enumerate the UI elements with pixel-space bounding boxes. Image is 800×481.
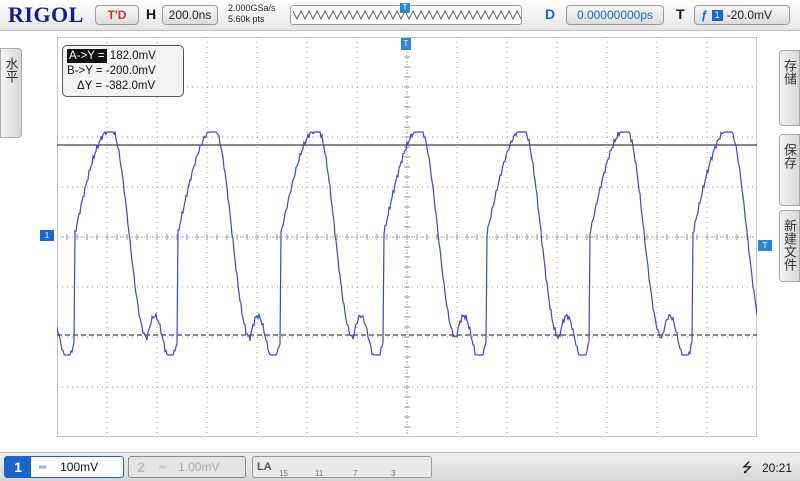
trigger-level: -20.0mV bbox=[726, 8, 773, 22]
ch1-waveform bbox=[57, 130, 757, 356]
save-label: 保存 bbox=[782, 143, 797, 169]
save-button[interactable]: 保存 bbox=[779, 134, 800, 206]
clock-area: ⭍ 20:21 bbox=[742, 459, 792, 481]
ch1-offset-marker[interactable]: 1 bbox=[40, 230, 54, 241]
cursor-b-value: -200.0mV bbox=[105, 65, 156, 77]
new-file-label: 新建文件 bbox=[782, 219, 797, 271]
rising-edge-icon: ƒ bbox=[701, 8, 708, 22]
cursor-delta-row: ΔY = -382.0mV bbox=[77, 79, 155, 93]
la-channel-number: 7 bbox=[353, 469, 358, 478]
bottom-status-bar: 1 ═ 100mV 2 ═ 1.00mV LA 15 11 7 3 ⭍ 20:2… bbox=[0, 452, 800, 481]
top-status-bar: RIGOL T'D H 200.0ns 2.000GSa/s 5.60k pts… bbox=[0, 0, 800, 31]
memory-waveform-icon bbox=[293, 10, 521, 20]
new-file-button[interactable]: 新建文件 bbox=[779, 210, 800, 282]
memory-points: 5.60k pts bbox=[228, 14, 265, 24]
cursor-a-label: A->Y = bbox=[67, 49, 107, 63]
delay-value[interactable]: 0.00000000ps bbox=[566, 5, 664, 25]
horizontal-menu-label: 水平 bbox=[3, 57, 19, 83]
ch1-scale: 100mV bbox=[60, 460, 99, 474]
ch1-number: 1 bbox=[5, 457, 31, 477]
trigger-time-marker[interactable]: T bbox=[401, 38, 411, 50]
sample-rate: 2.000GSa/s bbox=[228, 3, 276, 13]
la-channel-number: 3 bbox=[391, 469, 396, 478]
dc-coupling-icon: ═ bbox=[159, 461, 167, 473]
delay-label: D bbox=[545, 6, 556, 22]
la-channel-number: 15 bbox=[279, 469, 288, 478]
horizontal-menu-tab[interactable]: 水平 bbox=[0, 48, 22, 138]
trigger-level-marker[interactable]: T bbox=[758, 240, 772, 251]
storage-menu-tab[interactable]: 存储 bbox=[779, 50, 800, 126]
ch2-number: 2 bbox=[137, 459, 145, 475]
acquisition-info: 2.000GSa/s 5.60k pts bbox=[228, 3, 276, 25]
rigol-logo: RIGOL bbox=[8, 2, 84, 27]
timebase-value[interactable]: 200.0ns bbox=[162, 5, 218, 25]
usb-icon: ⭍ bbox=[741, 460, 753, 475]
clock-time: 20:21 bbox=[761, 461, 792, 475]
trigger-label: T bbox=[676, 6, 685, 22]
waveform-display[interactable] bbox=[57, 37, 757, 437]
cursor-b-label: B->Y = bbox=[67, 65, 103, 77]
cursor-a-row: A->Y = 182.0mV bbox=[67, 49, 156, 63]
ch2-scale: 1.00mV bbox=[178, 460, 220, 474]
la-label: LA bbox=[257, 461, 272, 473]
la-channel-number: 11 bbox=[315, 469, 324, 478]
cursor-delta-label: ΔY = bbox=[77, 80, 103, 92]
dc-coupling-icon: ═ bbox=[39, 461, 47, 473]
cursor-readout: A->Y = 182.0mV B->Y = -200.0mV ΔY = -382… bbox=[62, 45, 184, 97]
cursor-delta-value: -382.0mV bbox=[105, 80, 156, 92]
storage-menu-label: 存储 bbox=[782, 59, 797, 85]
trigger-channel-badge: 1 bbox=[711, 9, 723, 21]
trigger-settings[interactable]: ƒ 1 -20.0mV bbox=[694, 5, 790, 25]
horizontal-label: H bbox=[146, 6, 157, 22]
ch1-settings[interactable]: 1 ═ 100mV bbox=[4, 456, 124, 478]
trigger-position-marker: T bbox=[400, 3, 410, 13]
graticule bbox=[57, 37, 757, 437]
cursor-a-value: 182.0mV bbox=[109, 50, 156, 62]
cursor-b-row: B->Y = -200.0mV bbox=[67, 64, 156, 78]
ch2-settings[interactable]: 2 ═ 1.00mV bbox=[128, 456, 246, 478]
run-status-indicator[interactable]: T'D bbox=[95, 5, 139, 25]
logic-analyzer-settings[interactable]: LA 15 11 7 3 bbox=[252, 456, 432, 478]
